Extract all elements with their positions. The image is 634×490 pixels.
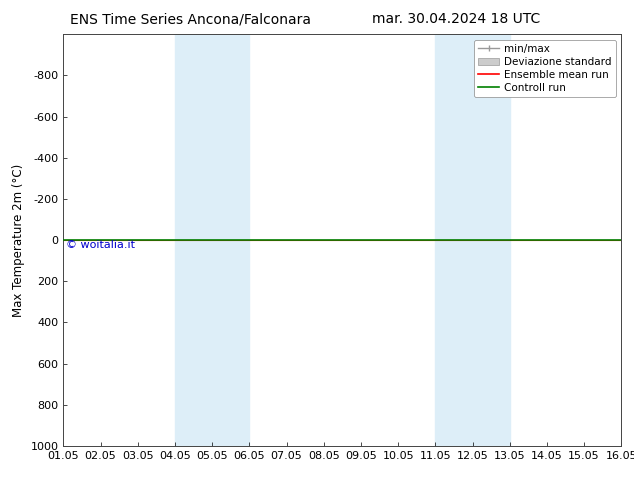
Text: ENS Time Series Ancona/Falconara: ENS Time Series Ancona/Falconara	[70, 12, 311, 26]
Y-axis label: Max Temperature 2m (°C): Max Temperature 2m (°C)	[12, 164, 25, 317]
Bar	[175, 34, 212, 446]
Bar	[212, 34, 249, 446]
Bar	[436, 34, 472, 446]
Bar	[472, 34, 510, 446]
Text: mar. 30.04.2024 18 UTC: mar. 30.04.2024 18 UTC	[372, 12, 541, 26]
Legend: min/max, Deviazione standard, Ensemble mean run, Controll run: min/max, Deviazione standard, Ensemble m…	[474, 40, 616, 97]
Text: © woitalia.it: © woitalia.it	[66, 240, 135, 250]
